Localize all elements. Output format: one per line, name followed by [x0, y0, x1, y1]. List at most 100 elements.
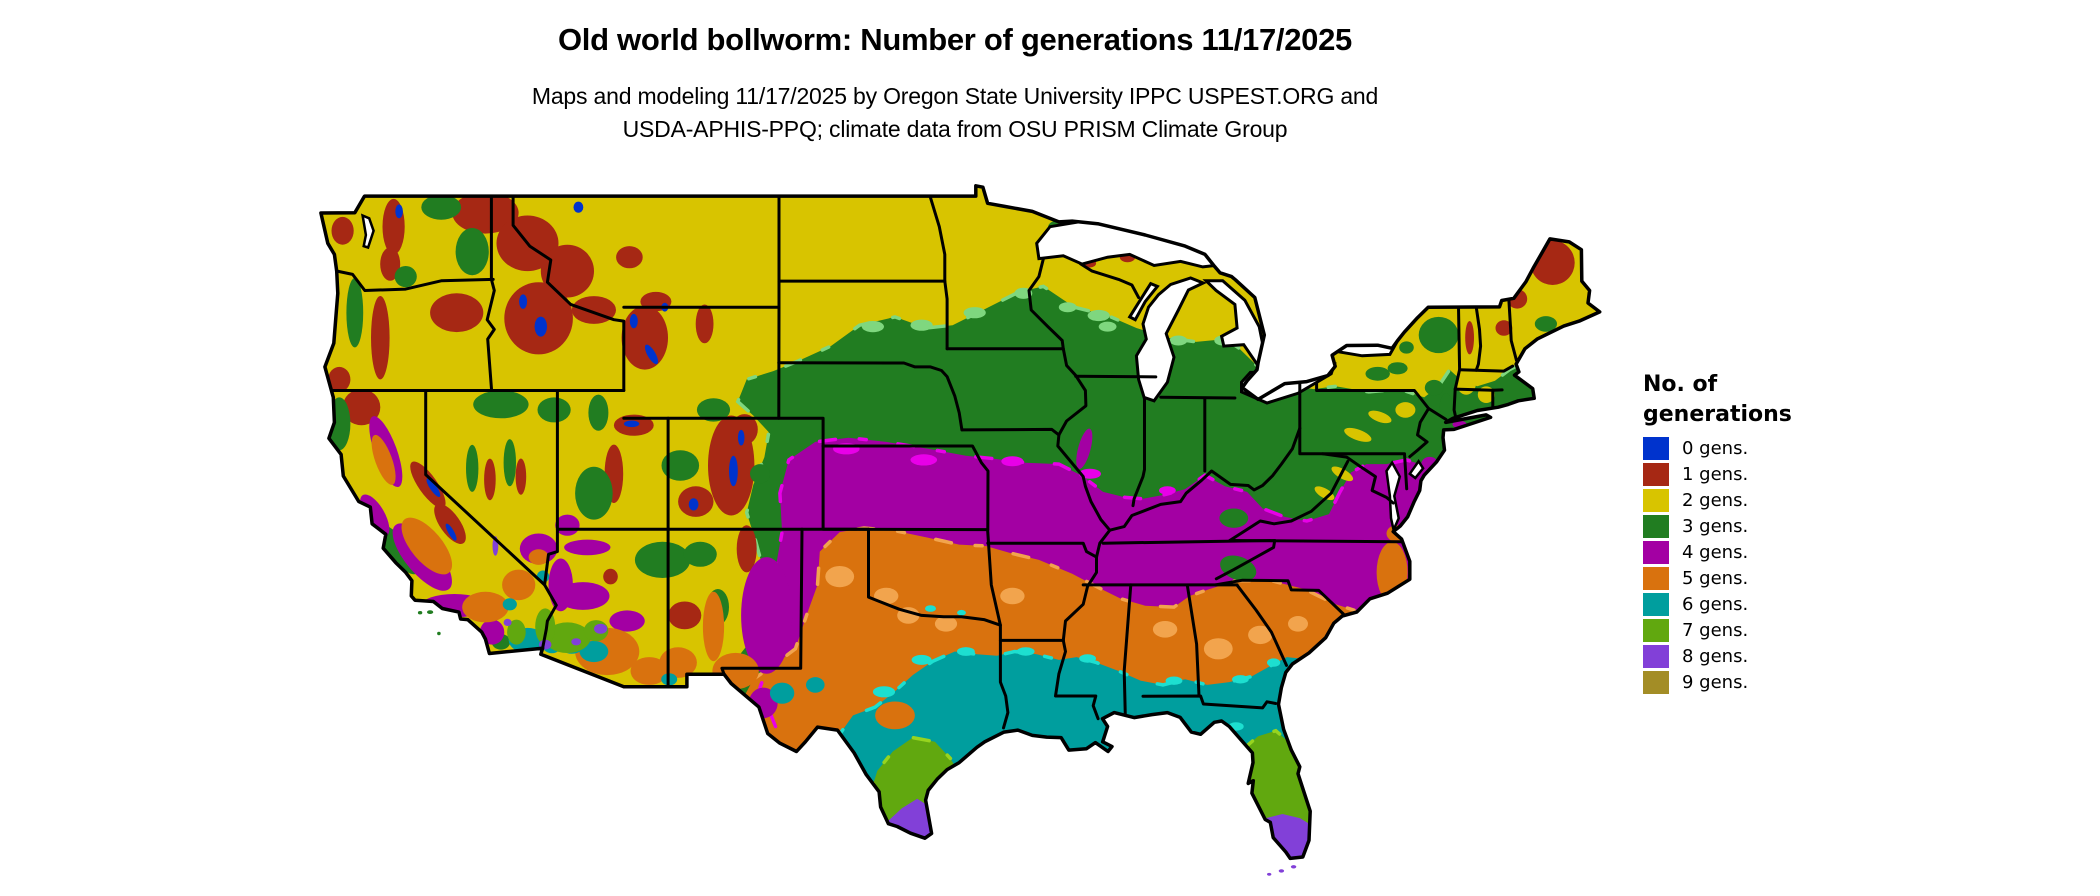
map-fringe-blob	[873, 686, 895, 697]
legend-swatch-6	[1643, 593, 1669, 616]
map-patch-3-gens	[635, 542, 690, 578]
map-patch-5-gens	[462, 592, 508, 623]
legend-title: No. of generations	[1643, 370, 1873, 430]
map-patch-6-gens	[503, 598, 517, 610]
island-dot	[1279, 869, 1284, 872]
map-fringe-blob	[1088, 310, 1110, 321]
map-patch-0-gens	[630, 314, 638, 328]
map-patch-1-gens	[484, 459, 496, 501]
legend-title-line-1: No. of	[1643, 370, 1873, 400]
legend-swatch-4	[1643, 541, 1669, 564]
map-patch-5-gens	[875, 702, 915, 730]
map-patch-8-gens	[571, 638, 581, 645]
legend-item-3: 3 gens.	[1643, 515, 1873, 538]
map-patch-1-gens	[430, 293, 483, 332]
map-subtitle: Maps and modeling 11/17/2025 by Oregon S…	[280, 80, 1630, 146]
map-fringe-blob	[1288, 616, 1308, 632]
map-clipped-layers	[321, 186, 1644, 891]
map-patch-3-gens	[750, 464, 770, 483]
legend-label-3: 3 gens.	[1682, 516, 1748, 537]
map-fringe-blob	[957, 610, 966, 616]
map-patch-3-gens	[684, 542, 717, 567]
legend-label-0: 0 gens.	[1682, 438, 1748, 459]
map-fringe-blob	[1232, 675, 1249, 683]
map-patch-3-gens	[575, 467, 613, 520]
map-patch-0-gens	[535, 317, 547, 337]
state-border	[1455, 389, 1502, 390]
map-patch-3-gens	[1388, 362, 1408, 374]
map-fringe-blob	[964, 307, 986, 318]
map-patch-8-gens	[594, 624, 607, 634]
map-fringe-blob	[825, 566, 854, 587]
state-border	[1161, 397, 1235, 398]
map-patch-6-gens	[806, 677, 825, 693]
map-patch-3-gens	[1219, 509, 1248, 528]
map-patch-3-gens	[395, 266, 417, 287]
map-patch-3-gens	[504, 439, 516, 486]
map-fringe-blob	[1017, 647, 1035, 655]
legend-swatch-2	[1643, 489, 1669, 512]
map-fringe-blob	[912, 655, 932, 665]
legend-swatch-0	[1643, 437, 1669, 460]
header: Old world bollworm: Number of generation…	[280, 22, 1630, 146]
island-dot	[437, 632, 441, 635]
map-patch-0-gens	[729, 456, 738, 487]
page-title: Old world bollworm: Number of generation…	[280, 22, 1630, 58]
map-patch-4-gens	[564, 540, 610, 556]
legend-item-5: 5 gens.	[1643, 567, 1873, 590]
map-patch-2-gens	[1395, 402, 1415, 418]
map-patch-3-gens	[1399, 341, 1414, 353]
map-patch-1-gens	[1465, 321, 1474, 354]
map-patch-1-gens	[696, 305, 714, 344]
map-fringe-blob	[925, 605, 936, 612]
legend-item-6: 6 gens.	[1643, 593, 1873, 616]
island-dot	[1267, 873, 1271, 876]
map-fringe-blob	[1159, 486, 1176, 494]
map-patch-3-gens	[466, 445, 478, 492]
map-fringe-blob	[911, 320, 933, 331]
legend-item-4: 4 gens.	[1643, 541, 1873, 564]
subtitle-line-1: Maps and modeling 11/17/2025 by Oregon S…	[280, 80, 1630, 113]
legend-label-1: 1 gens.	[1682, 464, 1748, 485]
map-patch-1-gens	[603, 569, 618, 585]
map-fringe-blob	[911, 454, 938, 465]
legend-item-9: 9 gens.	[1643, 671, 1873, 694]
map-patch-3-gens	[1419, 317, 1459, 353]
map-patch-3-gens	[1366, 367, 1390, 381]
map-patch-0-gens	[395, 205, 403, 219]
legend-title-line-2: generations	[1643, 400, 1873, 430]
map-patch-3-gens	[473, 391, 528, 419]
map-patch-0-gens	[624, 421, 639, 428]
map-patch-1-gens	[332, 217, 354, 245]
map-patch-0-gens	[574, 202, 584, 213]
map-fringe-blob	[1001, 456, 1023, 466]
map-patch-1-gens	[616, 246, 643, 268]
legend-item-2: 2 gens.	[1643, 489, 1873, 512]
map-fringe-blob	[1166, 677, 1183, 685]
map-fringe-blob	[1170, 336, 1188, 346]
legend-item-1: 1 gens.	[1643, 463, 1873, 486]
legend-item-0: 0 gens.	[1643, 437, 1873, 460]
map-patch-8-gens	[504, 619, 512, 626]
legend-label-9: 9 gens.	[1682, 672, 1748, 693]
legend-swatch-5	[1643, 567, 1669, 590]
legend: No. of generations 0 gens. 1 gens. 2 gens.…	[1643, 370, 1873, 697]
legend-swatch-3	[1643, 515, 1669, 538]
legend-label-6: 6 gens.	[1682, 594, 1748, 615]
map-patch-5-gens	[703, 592, 724, 661]
legend-swatch-8	[1643, 645, 1669, 668]
island-dot	[1291, 865, 1296, 868]
map-fringe-blob	[862, 321, 884, 332]
legend-swatch-9	[1643, 671, 1669, 694]
map-fringe-blob	[1267, 658, 1280, 666]
legend-item-7: 7 gens.	[1643, 619, 1873, 642]
map-fringe-blob	[1079, 654, 1096, 662]
map-patch-3-gens	[346, 278, 363, 347]
map-fringe-blob	[1059, 302, 1077, 312]
map-patch-4-gens	[556, 582, 609, 610]
island-dot	[427, 610, 433, 614]
legend-label-7: 7 gens.	[1682, 620, 1748, 641]
map-fringe-blob	[957, 647, 975, 656]
map-patch-0-gens	[519, 294, 527, 308]
